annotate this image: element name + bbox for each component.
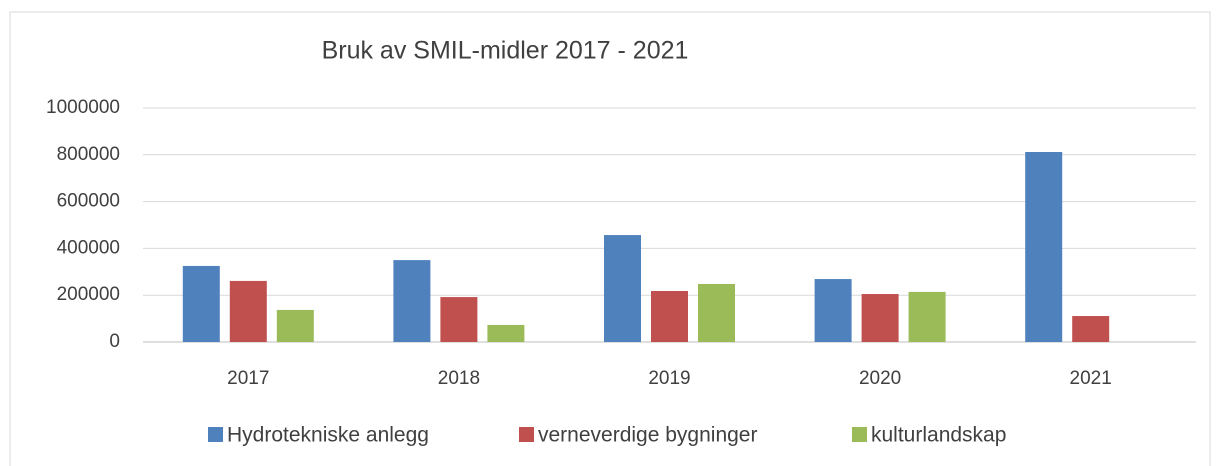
bar — [229, 280, 267, 342]
legend-label: Hydrotekniske anlegg — [227, 424, 429, 447]
bar — [908, 291, 946, 342]
bar — [276, 309, 314, 342]
y-tick-label: 800000 — [57, 144, 120, 165]
y-tick-label: 0 — [109, 331, 120, 352]
bar — [698, 283, 735, 342]
legend-swatch — [519, 427, 534, 442]
bar — [604, 235, 641, 342]
chart-title: Bruk av SMIL-midler 2017 - 2021 — [322, 37, 689, 65]
bar — [1072, 316, 1110, 342]
bar — [861, 294, 899, 342]
bar — [651, 290, 688, 342]
bar — [487, 324, 525, 342]
x-tick-label: 2017 — [227, 368, 269, 389]
legend-label: verneverdige bygninger — [538, 424, 757, 447]
x-tick-label: 2019 — [648, 368, 690, 389]
bar — [1025, 151, 1063, 342]
bar — [393, 260, 431, 342]
x-tick-label: 2021 — [1070, 368, 1112, 389]
y-tick-label: 200000 — [57, 284, 120, 305]
x-tick-label: 2018 — [438, 368, 480, 389]
x-tick-label: 2020 — [859, 368, 901, 389]
legend-swatch — [852, 427, 867, 442]
y-tick-label: 600000 — [57, 191, 120, 212]
legend-swatch — [208, 427, 223, 442]
chart-border — [9, 11, 1211, 466]
y-tick-label: 400000 — [57, 237, 120, 258]
bar — [182, 265, 220, 342]
bar — [440, 297, 478, 342]
y-tick-label: 1000000 — [46, 97, 120, 118]
legend-label: kulturlandskap — [871, 424, 1006, 447]
bar — [814, 279, 852, 342]
